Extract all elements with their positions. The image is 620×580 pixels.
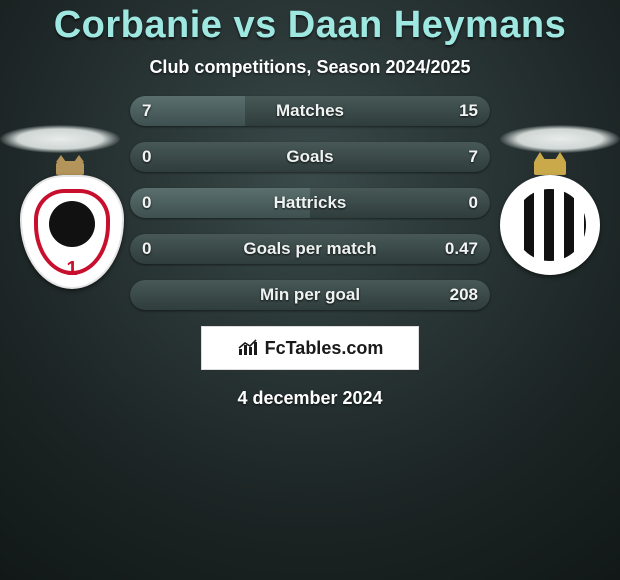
subtitle: Club competitions, Season 2024/2025 [0, 57, 620, 78]
chart-icon [237, 339, 259, 357]
crest-left: 1 [20, 175, 120, 295]
stat-row: 715Matches [130, 96, 490, 126]
stat-label: Min per goal [130, 280, 490, 310]
stat-label: Goals [130, 142, 490, 172]
stat-row: 00.47Goals per match [130, 234, 490, 264]
page-title: Corbanie vs Daan Heymans [0, 4, 620, 47]
watermark: FcTables.com [201, 326, 419, 370]
player-spot-right [500, 125, 620, 153]
crest-left-number: 1 [22, 258, 122, 281]
stat-label: Goals per match [130, 234, 490, 264]
stats-container: 715Matches 07Goals 00Hattricks 00.47Goals p… [130, 96, 490, 310]
date-text: 4 december 2024 [0, 388, 620, 409]
stat-label: Hattricks [130, 188, 490, 218]
stat-row: 00Hattricks [130, 188, 490, 218]
crest-right [500, 175, 600, 295]
stat-row: 07Goals [130, 142, 490, 172]
stat-row: 208Min per goal [130, 280, 490, 310]
watermark-text: FcTables.com [265, 338, 384, 359]
player-spot-left [0, 125, 120, 153]
stat-label: Matches [130, 96, 490, 126]
